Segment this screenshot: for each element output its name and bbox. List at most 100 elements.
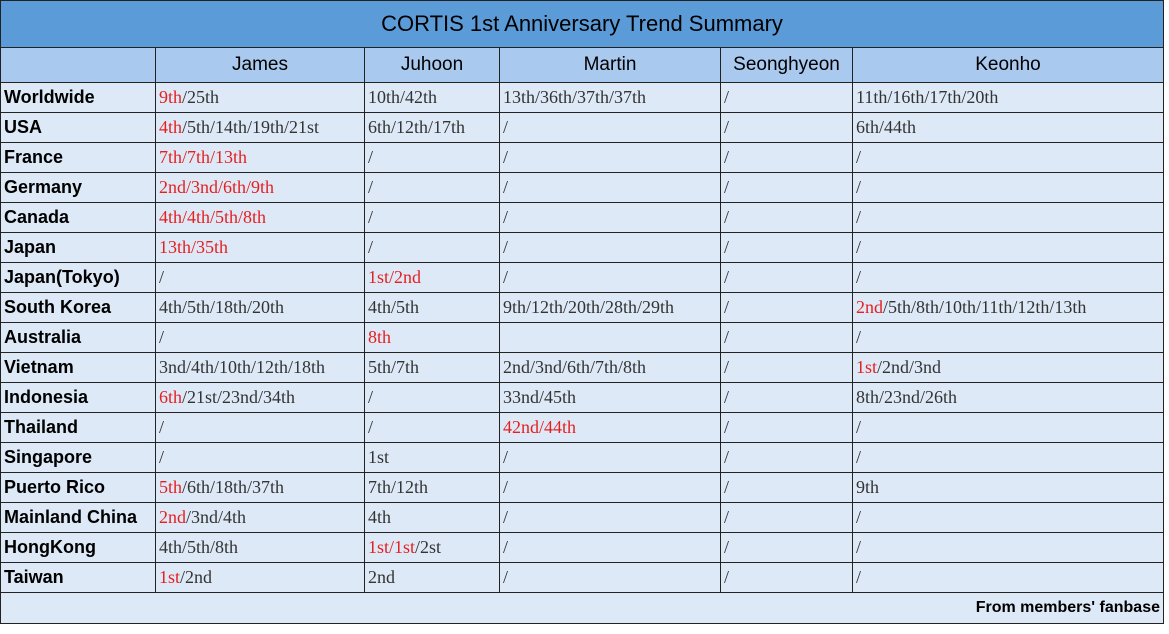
data-row: France 7th/7th/13th / / / /: [0, 142, 1164, 173]
rank-text: 42nd/44th: [503, 417, 577, 437]
rank-cell: /: [852, 262, 1164, 293]
corner-cell: [0, 47, 156, 83]
data-row: Thailand //42nd/44th / /: [0, 412, 1164, 443]
rank-cell: /: [720, 142, 853, 173]
rank-cell: 33nd/45th: [499, 382, 721, 413]
rank-text: 4th/4th/5th/8th: [159, 207, 267, 227]
rank-cell: /: [364, 142, 500, 173]
rank-cell: 6th/21st/23nd/34th: [155, 382, 365, 413]
rank-text: 13th/35th: [159, 237, 229, 257]
rank-cell: /: [720, 352, 853, 383]
rank-text: /25th: [182, 87, 220, 107]
rank-cell: 2nd: [364, 562, 500, 593]
rank-cell: /: [720, 202, 853, 233]
rank-cell: /: [155, 442, 365, 473]
rank-cell: /: [499, 532, 721, 563]
rank-cell: /: [720, 262, 853, 293]
row-label: USA: [0, 112, 156, 143]
rank-cell: 1st: [364, 442, 500, 473]
rank-cell: /: [499, 472, 721, 503]
rank-cell: [499, 322, 721, 353]
rank-text: 9th: [159, 87, 183, 107]
rank-cell: 7th/7th/13th: [155, 142, 365, 173]
rank-cell: /: [852, 502, 1164, 533]
data-row: Puerto Rico 5th/6th/18th/37th 7th/12th //9t…: [0, 472, 1164, 503]
rank-cell: 1st/1st/2st: [364, 532, 500, 563]
row-label: Taiwan: [0, 562, 156, 593]
rank-text: 1st: [856, 357, 878, 377]
rank-cell: /: [499, 232, 721, 263]
data-row: Taiwan 1st/2nd 2nd / / /: [0, 562, 1164, 593]
rank-cell: /: [720, 82, 853, 113]
rank-cell: /: [364, 412, 500, 443]
rank-cell: /: [155, 322, 365, 353]
rank-cell: 2nd/3nd/4th: [155, 502, 365, 533]
column-header: Martin: [499, 47, 721, 83]
rank-text: /3nd/4th: [186, 507, 247, 527]
data-row: Mainland China 2nd/3nd/4th 4th / / /: [0, 502, 1164, 533]
rank-cell: /: [364, 172, 500, 203]
rank-cell: 5th/7th: [364, 352, 500, 383]
data-row: Indonesia 6th/21st/23nd/34th/33nd/45th/8t…: [0, 382, 1164, 413]
rank-cell: /: [720, 322, 853, 353]
rank-text: /2nd/3nd: [877, 357, 942, 377]
rank-text: 7th/7th/13th: [159, 147, 248, 167]
rank-text: /2st: [415, 537, 442, 557]
data-row: Worldwide 9th/25th 10th/42th 13th/36th/37th…: [0, 82, 1164, 113]
rank-cell: /: [720, 412, 853, 443]
rank-cell: 13th/36th/37th/37th: [499, 82, 721, 113]
rank-cell: 4th: [364, 502, 500, 533]
rank-cell: 3nd/4th/10th/12th/18th: [155, 352, 365, 383]
rank-cell: /: [364, 232, 500, 263]
row-label: Japan: [0, 232, 156, 263]
rank-cell: 10th/42th: [364, 82, 500, 113]
rank-cell: /: [852, 322, 1164, 353]
rank-text: 1st/2nd: [368, 267, 422, 287]
rank-cell: 2nd/3nd/6th/7th/8th: [499, 352, 721, 383]
row-label: Singapore: [0, 442, 156, 473]
column-header: James: [155, 47, 365, 83]
rank-cell: /: [499, 112, 721, 143]
rank-cell: /: [720, 532, 853, 563]
data-row: HongKong 4th/5th/8th 1st/1st/2st / / /: [0, 532, 1164, 563]
rank-cell: 4th/4th/5th/8th: [155, 202, 365, 233]
rank-cell: 8th: [364, 322, 500, 353]
column-header: Keonho: [852, 47, 1164, 83]
rank-cell: /: [852, 412, 1164, 443]
rank-cell: 13th/35th: [155, 232, 365, 263]
rank-cell: 11th/16th/17th/20th: [852, 82, 1164, 113]
rank-text: 1st/1st: [368, 537, 416, 557]
data-row: Singapore/1st / / /: [0, 442, 1164, 473]
rank-cell: /: [720, 232, 853, 263]
header-row: James Juhoon Martin Seonghyeon Keonho: [0, 47, 1164, 83]
data-row: Canada 4th/4th/5th/8th / / / /: [0, 202, 1164, 233]
row-label: South Korea: [0, 292, 156, 323]
rank-text: 8th: [368, 327, 392, 347]
rank-text: /21st/23nd/34th: [182, 387, 296, 407]
rank-cell: 4th/5th: [364, 292, 500, 323]
rank-cell: /: [364, 382, 500, 413]
rank-cell: 2nd/5th/8th/10th/11th/12th/13th: [852, 292, 1164, 323]
data-row: Germany 2nd/3nd/6th/9th / / / /: [0, 172, 1164, 203]
data-row: Japan 13th/35th / / / /: [0, 232, 1164, 263]
rank-cell: 1st/2nd: [155, 562, 365, 593]
rank-cell: /: [852, 562, 1164, 593]
rank-cell: 7th/12th: [364, 472, 500, 503]
footer-note: From members' fanbase: [0, 592, 1164, 624]
data-row: South Korea 4th/5th/18th/20th 4th/5th 9th/1…: [0, 292, 1164, 323]
rank-cell: /: [499, 562, 721, 593]
rank-cell: 5th/6th/18th/37th: [155, 472, 365, 503]
row-label: Puerto Rico: [0, 472, 156, 503]
rank-cell: /: [852, 442, 1164, 473]
row-label: France: [0, 142, 156, 173]
data-row: USA 4th/5th/14th/19th/21st 6th/12th/17th / /…: [0, 112, 1164, 143]
rank-cell: /: [852, 172, 1164, 203]
rank-text: /6th/18th/37th: [182, 477, 285, 497]
row-label: Vietnam: [0, 352, 156, 383]
rank-text: 2nd: [856, 297, 883, 317]
rank-cell: 4th/5th/14th/19th/21st: [155, 112, 365, 143]
rank-cell: /: [499, 442, 721, 473]
footer-row: From members' fanbase: [0, 592, 1164, 624]
